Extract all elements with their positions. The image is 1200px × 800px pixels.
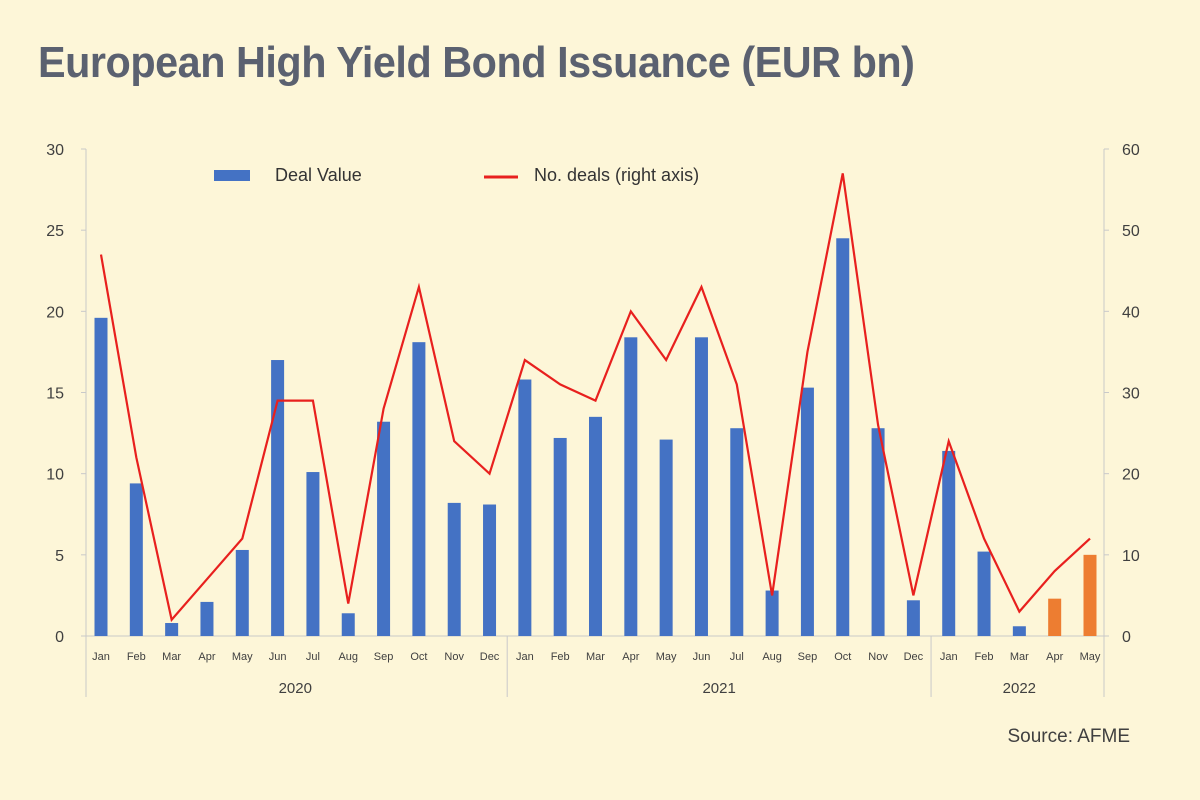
- month-label: Dec: [480, 651, 500, 663]
- x-axis-labels: Jan Feb Mar Apr May Jun Jul Aug Sep Oct Nov Dec Jan F…: [85, 636, 1101, 697]
- month-label: Oct: [410, 651, 427, 663]
- right-tick-label: 60: [1122, 142, 1140, 159]
- bar-deal-value: [942, 450, 956, 636]
- legend: Deal Value No. deals (right axis): [214, 165, 699, 185]
- bar-deal-value: [412, 342, 426, 636]
- bar-deal-value: [94, 317, 108, 636]
- bar-deal-value: [1048, 598, 1062, 636]
- bar-deal-value: [589, 416, 602, 636]
- month-label: Feb: [551, 651, 570, 663]
- month-label: Sep: [374, 651, 394, 663]
- chart-title: European High Yield Bond Issuance (EUR b…: [38, 38, 915, 87]
- bar-deal-value: [659, 439, 673, 636]
- month-label: May: [1080, 651, 1101, 663]
- bar-deal-value: [871, 428, 885, 636]
- bar-deal-value: [129, 483, 143, 636]
- bar-deal-value: [518, 379, 532, 636]
- bar-deal-value: [306, 472, 320, 636]
- bar-deal-value: [553, 437, 567, 636]
- bar-deal-value: [377, 421, 391, 636]
- bar-deal-value: [1012, 626, 1026, 636]
- month-label: Apr: [198, 651, 215, 663]
- month-label: Sep: [798, 651, 818, 663]
- bar-deal-value: [730, 428, 744, 636]
- month-label: Aug: [762, 651, 782, 663]
- month-label: Apr: [1046, 651, 1063, 663]
- month-label: Feb: [975, 651, 994, 663]
- month-label: May: [656, 651, 677, 663]
- month-label: Jan: [516, 651, 534, 663]
- month-label: Mar: [1010, 651, 1029, 663]
- right-tick-label: 30: [1122, 386, 1140, 403]
- bar-deal-value: [341, 613, 355, 636]
- month-label: Mar: [162, 651, 181, 663]
- left-tick-label: 5: [55, 548, 64, 565]
- month-label: Jun: [693, 651, 711, 663]
- month-label: Jun: [269, 651, 287, 663]
- right-tick-label: 50: [1122, 223, 1140, 240]
- month-label: Mar: [586, 651, 605, 663]
- bar-deal-value: [836, 238, 850, 637]
- legend-label-deals: No. deals (right axis): [534, 165, 699, 185]
- bars: [94, 238, 1097, 637]
- month-label: May: [232, 651, 253, 663]
- legend-label-deal-value: Deal Value: [275, 165, 362, 185]
- source-note: Source: AFME: [1007, 726, 1131, 747]
- month-label: Oct: [834, 651, 851, 663]
- bar-deal-value: [800, 387, 814, 636]
- right-tick-label: 20: [1122, 467, 1140, 484]
- left-tick-label: 20: [46, 304, 64, 321]
- bar-deal-value: [977, 551, 991, 636]
- deals-line: [99, 173, 1091, 623]
- bar-deal-value: [200, 601, 214, 636]
- bar-deal-value: [235, 549, 249, 636]
- month-label: Feb: [127, 651, 146, 663]
- month-label: Nov: [868, 651, 888, 663]
- bar-deal-value: [271, 360, 285, 636]
- left-tick-label: 10: [46, 467, 64, 484]
- right-tick-label: 40: [1122, 304, 1140, 321]
- month-label: Jul: [730, 651, 744, 663]
- bar-deal-value: [447, 502, 461, 636]
- bar-deal-value: [624, 337, 638, 636]
- year-label: 2022: [1003, 680, 1036, 697]
- month-label: Dec: [904, 651, 924, 663]
- left-tick-label: 25: [46, 223, 64, 240]
- bar-deal-value: [165, 623, 179, 636]
- right-tick-label: 10: [1122, 548, 1140, 565]
- left-tick-label: 15: [46, 386, 64, 403]
- month-label: Nov: [444, 651, 464, 663]
- month-label: Jul: [306, 651, 320, 663]
- bar-deal-value: [765, 590, 779, 636]
- month-label: Apr: [622, 651, 639, 663]
- bar-deal-value: [483, 504, 497, 636]
- year-label: 2021: [702, 680, 735, 697]
- year-label: 2020: [279, 680, 312, 697]
- bar-deal-value: [906, 600, 920, 636]
- month-label: Jan: [940, 651, 958, 663]
- bar-deal-value: [694, 337, 708, 636]
- right-tick-label: 0: [1122, 629, 1131, 646]
- left-tick-label: 30: [46, 142, 64, 159]
- bar-deal-value: [1083, 554, 1097, 636]
- month-label: Aug: [338, 651, 358, 663]
- legend-swatch-deal-value: [214, 170, 250, 181]
- left-tick-label: 0: [55, 629, 64, 646]
- month-label: Jan: [92, 651, 110, 663]
